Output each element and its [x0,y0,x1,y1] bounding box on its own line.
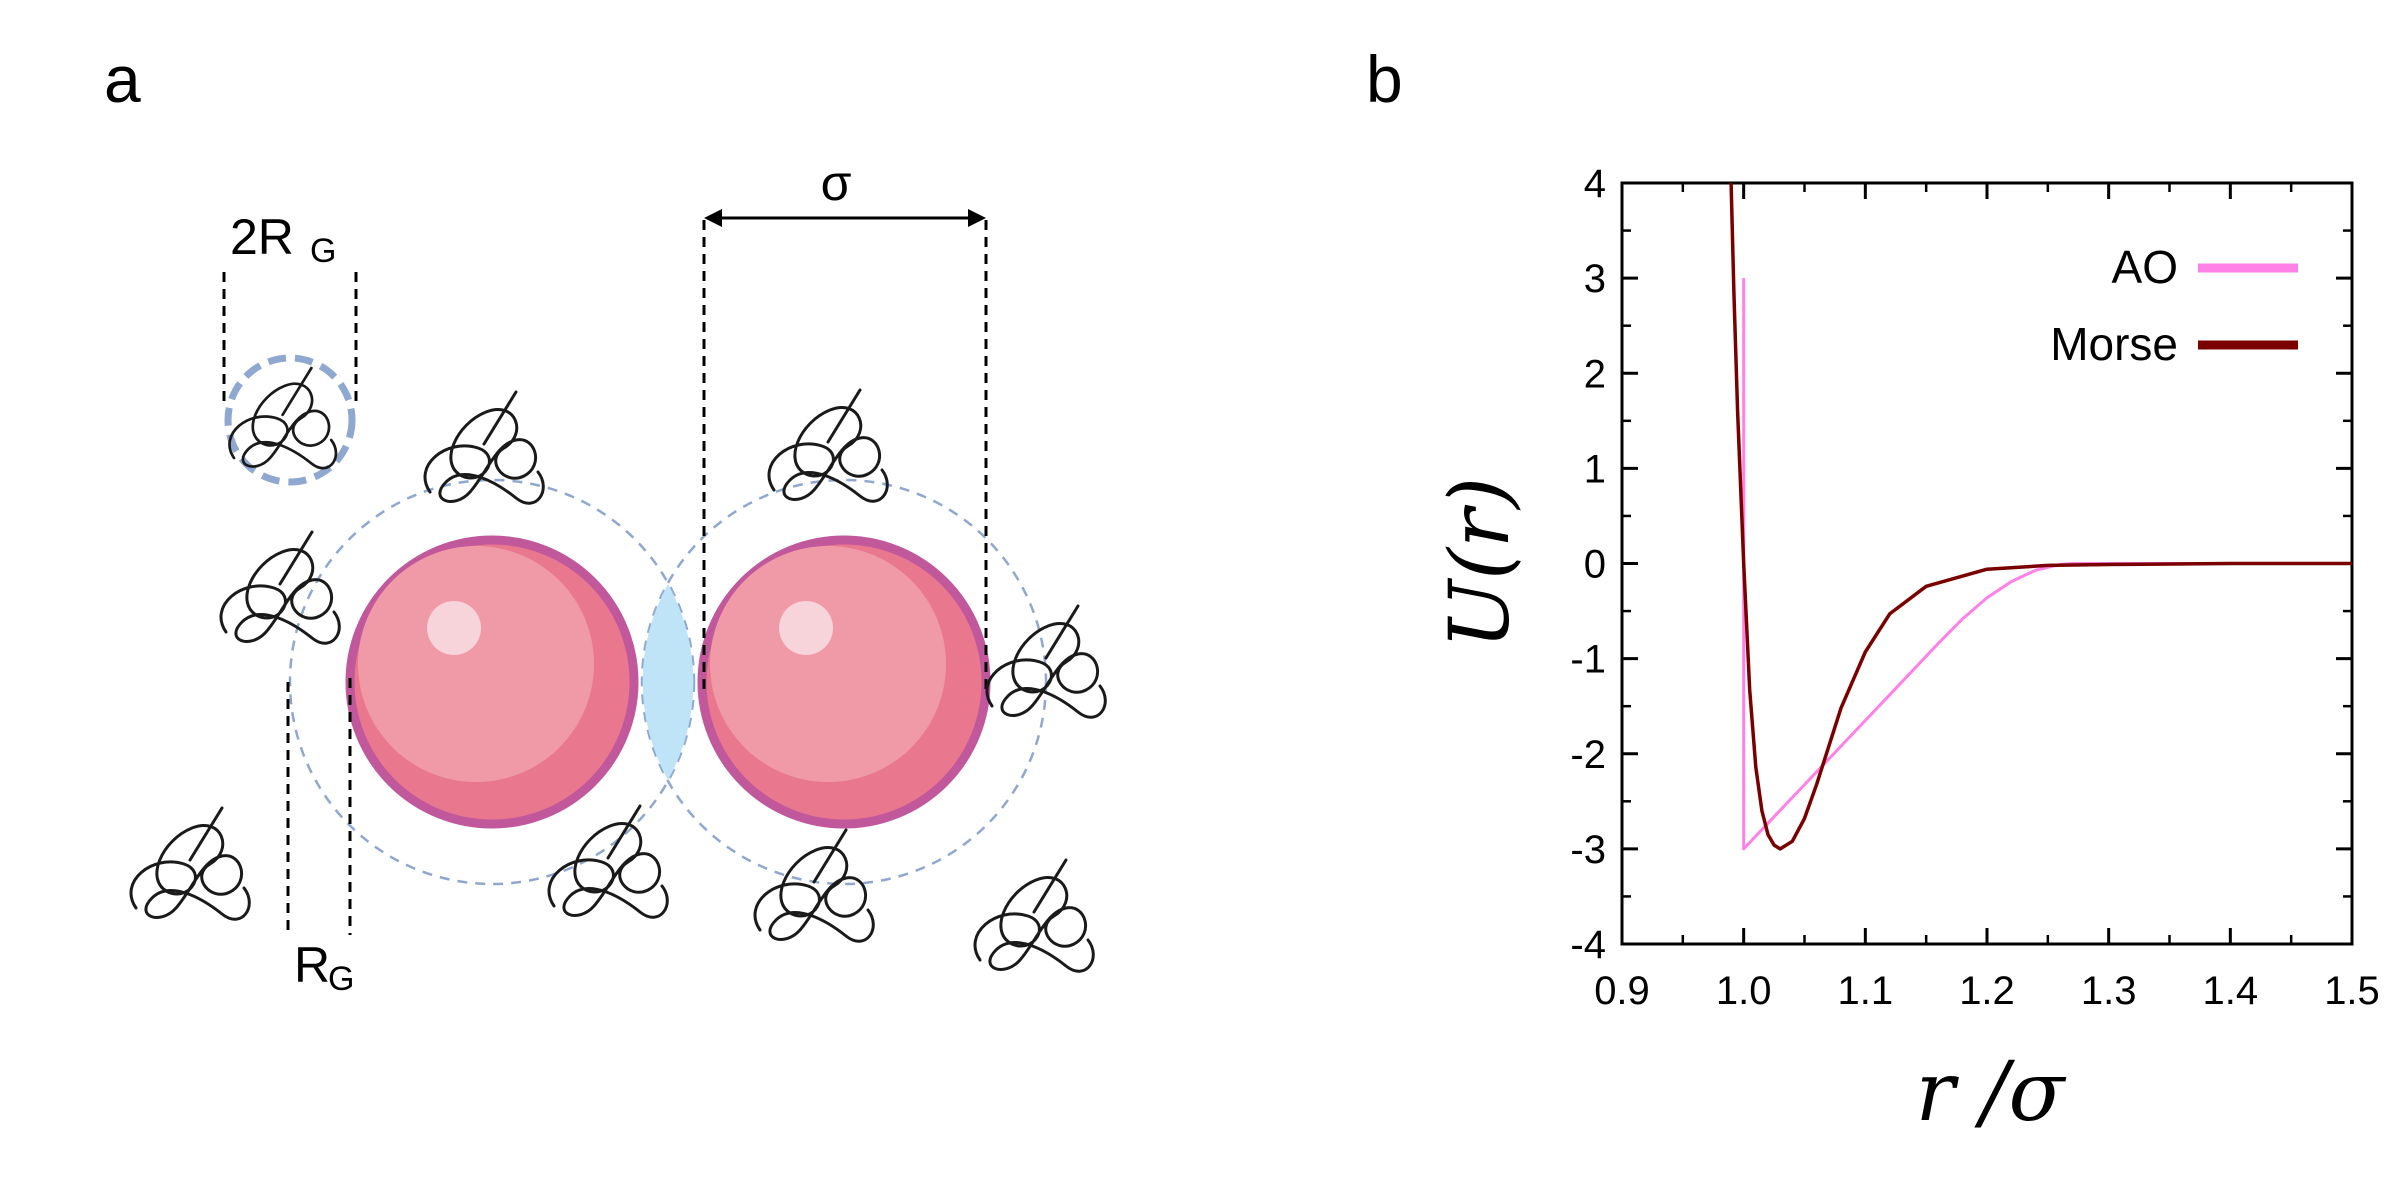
sigma-arrowhead-right [968,209,986,227]
rg-subscript: G [328,960,354,998]
panel-a-letter: a [104,42,141,116]
y-tick-label: 4 [1584,162,1606,206]
x-tick-label: 1.3 [2081,969,2137,1013]
y-tick-label: 3 [1584,257,1606,301]
sigma-arrowhead-left [704,209,722,227]
axis-ticks [1620,181,2354,946]
y-tick-label: -4 [1570,923,1606,967]
polymer-coil-icon [423,390,545,505]
series-line-morse [1729,182,2352,851]
x-tick-label: 1.5 [2324,969,2380,1013]
y-tick-label: 1 [1584,447,1606,491]
polymer-coil-icon [129,806,251,921]
legend-label-ao: AO [2112,241,2178,293]
polymer-coil-highlighted-icon [228,366,338,470]
polymer-coil-icon [767,388,889,503]
y-tick-label: 0 [1584,543,1606,587]
y-tick-label: -2 [1570,733,1606,777]
polymer-size-circle [224,354,356,486]
legend: AO Morse [2050,241,2298,370]
y-tick-label: -3 [1570,828,1606,872]
polymer-coil-icon [973,858,1095,973]
schematic-diagram: σ 2R G R G [129,155,1107,998]
y-tick-label: -1 [1570,638,1606,682]
y-axis-label: U(r) [1433,477,1528,649]
x-tick-label: 0.9 [1594,969,1650,1013]
x-tick-label: 1.1 [1838,969,1894,1013]
legend-label-morse: Morse [2050,318,2178,370]
polymer-coil-icon [219,530,341,645]
colloid-sphere-left-icon [345,535,639,829]
rg-label: R [294,937,330,993]
x-tick-label: 1.4 [2203,969,2259,1013]
axis-tick-labels: 0.9 1.0 1.1 1.2 1.3 1.4 1.5 4 3 2 1 0 -1 -2 -3 -4 [1570,162,2379,1013]
y-tick-label: 2 [1584,352,1606,396]
depletion-shell-right [640,478,1048,886]
panel-b-letter: b [1366,42,1403,116]
x-tick-label: 1.2 [1959,969,2015,1013]
depletion-overlap-region [642,584,694,780]
x-tick-label: 1.0 [1716,969,1772,1013]
two-rg-subscript: G [310,232,336,270]
sigma-label: σ [821,155,852,211]
potential-chart: 0.9 1.0 1.1 1.2 1.3 1.4 1.5 4 3 2 1 0 -1 -2 -3 -4 AO Mor… [1433,162,2380,1140]
curves [1729,182,2352,851]
depletion-shell-left [288,478,696,886]
two-rg-label: 2R [230,209,294,265]
series-line-ao [1742,278,2352,851]
polymer-coil-icon [547,804,669,919]
polymer-coil-icon [753,828,875,943]
colloid-sphere-right-icon [697,535,991,829]
x-axis-label: r /σ [1916,1045,2067,1140]
